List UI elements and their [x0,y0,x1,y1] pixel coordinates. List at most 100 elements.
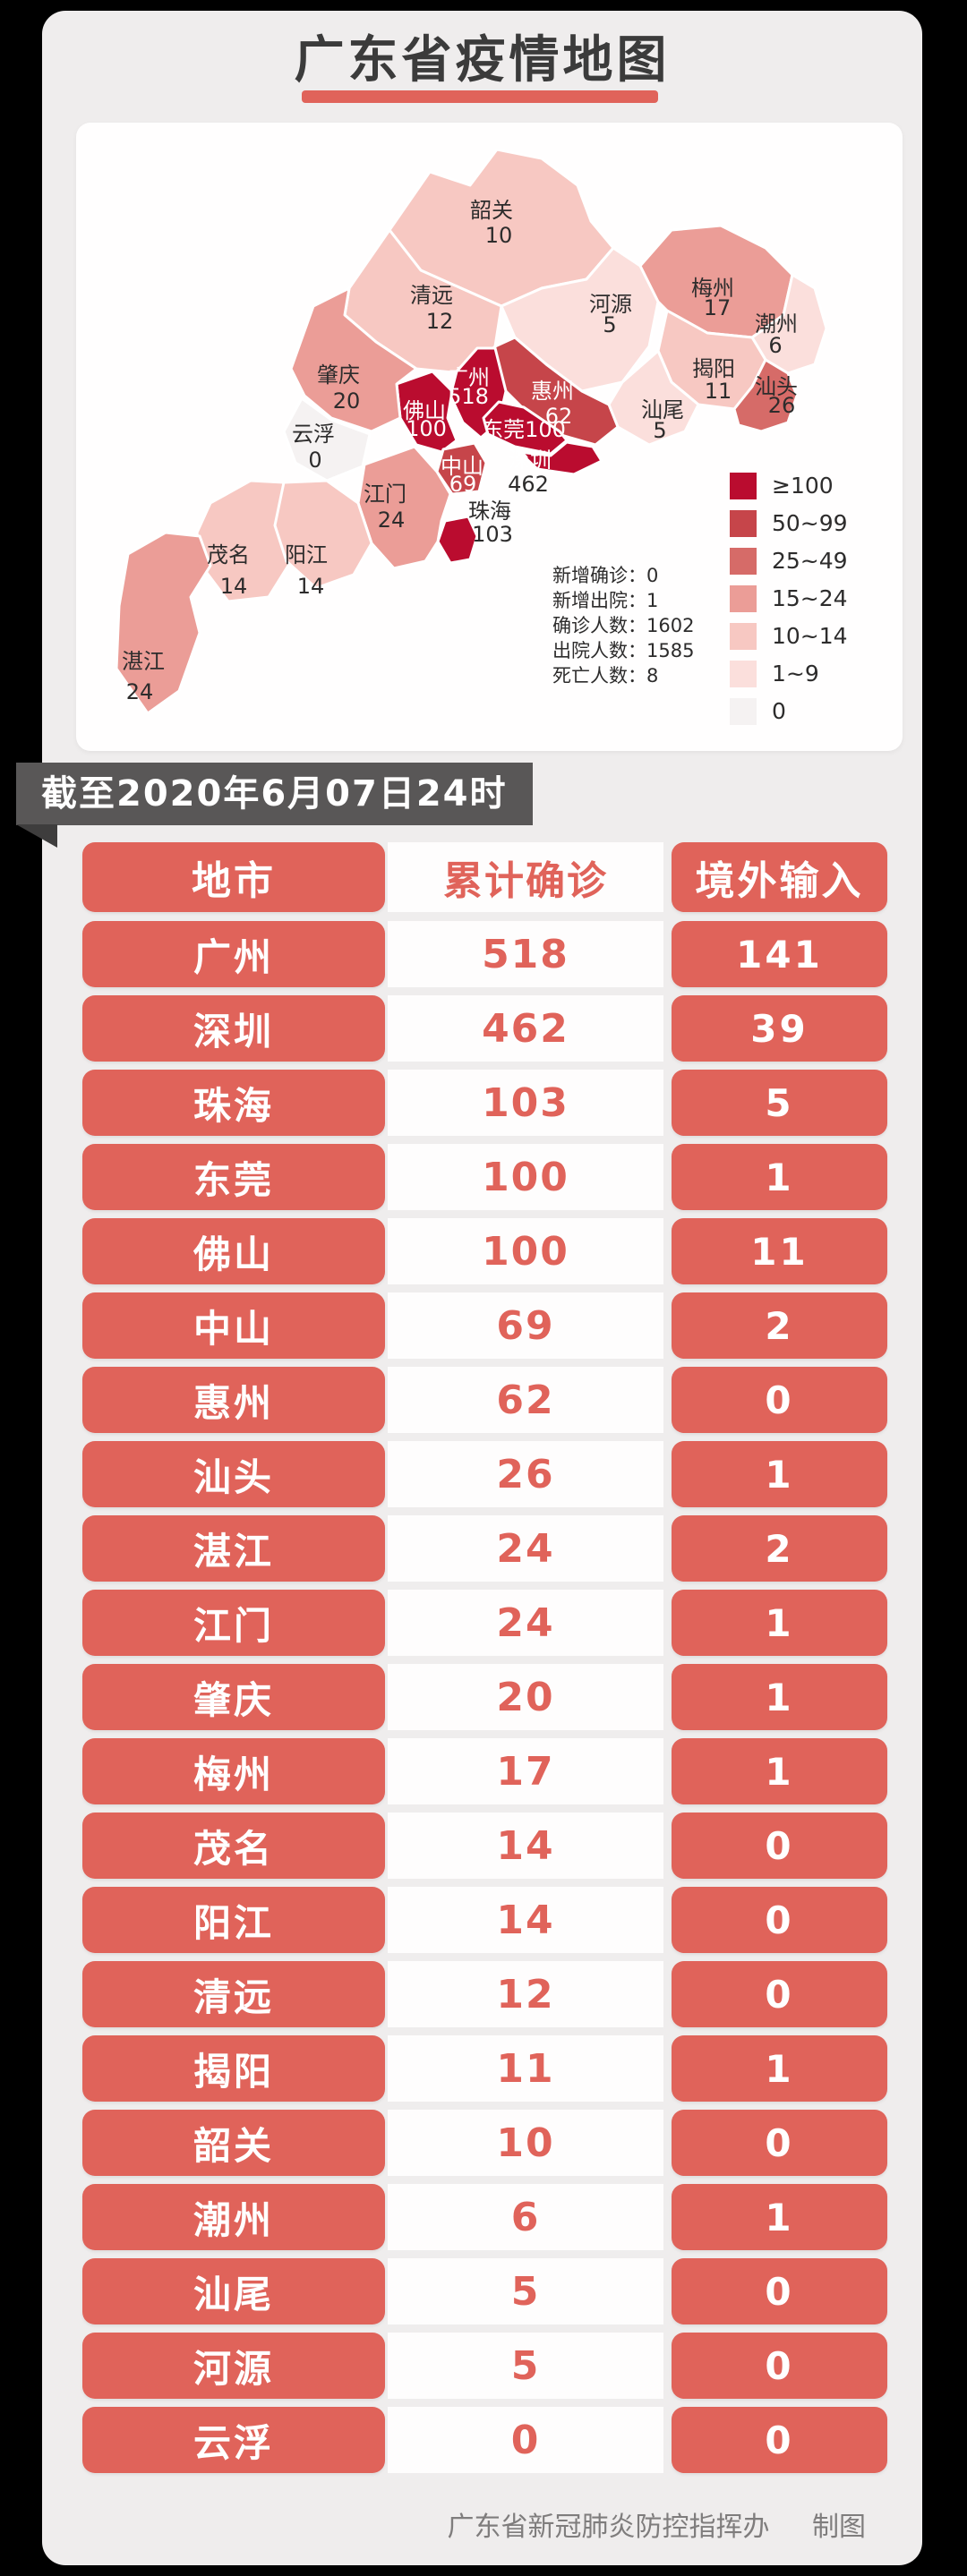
city-cell: 云浮 [82,2407,385,2473]
map-label-shantou-value: 26 [768,393,796,418]
map-legend: ≥100 50~99 25~49 15~24 10~14 1~9 0 [730,473,848,736]
table-header-row: 地市 累计确诊 境外输入 [82,842,887,912]
legend-label: 10~14 [772,623,848,649]
city-cell: 汕头 [82,1441,385,1507]
imported-cell: 0 [672,1887,887,1953]
imported-cell: 5 [672,1070,887,1136]
confirmed-cell: 26 [388,1441,663,1507]
confirmed-cell: 24 [388,1590,663,1656]
stat-line: 确诊人数：1602 [552,615,695,636]
region-yunfu [282,397,372,482]
footer: 广东省新冠肺炎防控指挥办 制图 [82,2504,866,2544]
table-row: 梅州 17 1 [82,1738,887,1804]
header-cell: 地市 [82,842,385,912]
legend-item: 15~24 [730,585,848,612]
imported-cell: 141 [672,921,887,987]
stat-line: 出院人数：1585 [552,640,695,661]
city-cell: 茂名 [82,1813,385,1879]
map-label-shanwei-value: 5 [653,418,666,443]
stat-line: 新增确诊：0 [552,565,659,586]
legend-swatch [730,585,757,612]
table-row: 江门 24 1 [82,1590,887,1656]
legend-label: 25~49 [772,548,848,574]
table-row: 东莞 100 1 [82,1144,887,1210]
city-cell: 珠海 [82,1070,385,1136]
legend-swatch [730,473,757,499]
region-zhaoqing [289,286,418,433]
city-cell: 汕尾 [82,2258,385,2324]
map-label-guangzhou-value: 518 [448,384,489,409]
confirmed-cell: 14 [388,1813,663,1879]
legend-label: 15~24 [772,585,848,611]
region-shantou [732,358,799,433]
imported-cell: 0 [672,1961,887,2027]
confirmed-cell: 62 [388,1367,663,1433]
region-shenzhen [518,440,603,476]
map-label-zhaoqing-value: 20 [333,388,361,414]
confirmed-cell: 5 [388,2258,663,2324]
legend-item: 25~49 [730,548,848,575]
city-cell: 佛山 [82,1218,385,1284]
map-label-jiangmen-value: 24 [378,508,406,533]
map-label-zhaoqing: 肇庆 [317,363,360,388]
map-label-meizhou-value: 17 [704,295,732,320]
city-cell: 肇庆 [82,1664,385,1730]
confirmed-cell: 103 [388,1070,663,1136]
imported-cell: 0 [672,1367,887,1433]
table-row: 湛江 24 2 [82,1515,887,1582]
table-row: 佛山 100 11 [82,1218,887,1284]
map-label-yunfu: 云浮 [292,422,335,447]
page-title: 广东省疫情地图 [294,31,671,90]
legend-item: ≥100 [730,473,848,499]
date-ribbon-text: 截至2020年6月07日24时 [41,773,508,815]
map-label-shantou: 汕头 [755,374,798,399]
confirmed-cell: 462 [388,995,663,1062]
map-label-guangzhou: 广州 [447,365,490,390]
city-cell: 中山 [82,1292,385,1359]
legend-label: 1~9 [772,661,819,687]
legend-item: 1~9 [730,661,848,687]
legend-swatch [730,698,757,725]
map-label-jiangmen: 江门 [364,482,406,507]
map-card: 韶关 10 清远 12 河源 5 梅州 17 潮州 6 揭阳 11 汕头 26 汕尾 5 惠州 62 东莞100 深圳… [76,123,903,751]
map-label-maoming-value: 14 [220,574,248,599]
map-label-shenzhen: 深圳 [509,448,552,473]
header-cell: 累计确诊 [388,842,663,912]
table-row: 汕尾 5 0 [82,2258,887,2324]
map-label-chaozhou: 潮州 [755,311,798,337]
stat-line: 新增出院：1 [552,590,659,611]
legend-label: 0 [772,698,786,724]
imported-cell: 2 [672,1515,887,1582]
table-row: 惠州 62 0 [82,1367,887,1433]
imported-cell: 1 [672,1144,887,1210]
table-row: 清远 12 0 [82,1961,887,2027]
table-row: 深圳 462 39 [82,995,887,1062]
table-row: 珠海 103 5 [82,1070,887,1136]
map-label-jieyang: 揭阳 [692,356,735,381]
legend-swatch [730,623,757,650]
map-label-foshan: 佛山 [403,398,446,423]
map-label-shaoguan-value: 10 [485,223,513,248]
map-label-dongguan: 东莞100 [482,417,566,442]
map-label-shenzhen-value: 462 [508,472,549,497]
legend-swatch [730,661,757,687]
map-label-huizhou-value: 62 [545,404,573,429]
table-row: 阳江 14 0 [82,1887,887,1953]
confirmed-cell: 24 [388,1515,663,1582]
table-row: 汕头 26 1 [82,1441,887,1507]
city-cell: 清远 [82,1961,385,2027]
legend-label: 50~99 [772,510,848,536]
map-label-zhongshan-value: 69 [449,472,477,497]
table-row: 韶关 10 0 [82,2110,887,2176]
imported-cell: 11 [672,1218,887,1284]
imported-cell: 0 [672,1813,887,1879]
data-table: 地市 累计确诊 境外输入 广州 518 141 深圳 462 39 珠海 103 5 东莞 100 1 佛山 1… [82,842,887,2481]
map-label-meizhou: 梅州 [691,276,734,301]
confirmed-cell: 100 [388,1218,663,1284]
table-row: 揭阳 11 1 [82,2035,887,2102]
confirmed-cell: 518 [388,921,663,987]
city-cell: 江门 [82,1590,385,1656]
confirmed-cell: 20 [388,1664,663,1730]
map-label-zhuhai-value: 103 [472,522,513,547]
